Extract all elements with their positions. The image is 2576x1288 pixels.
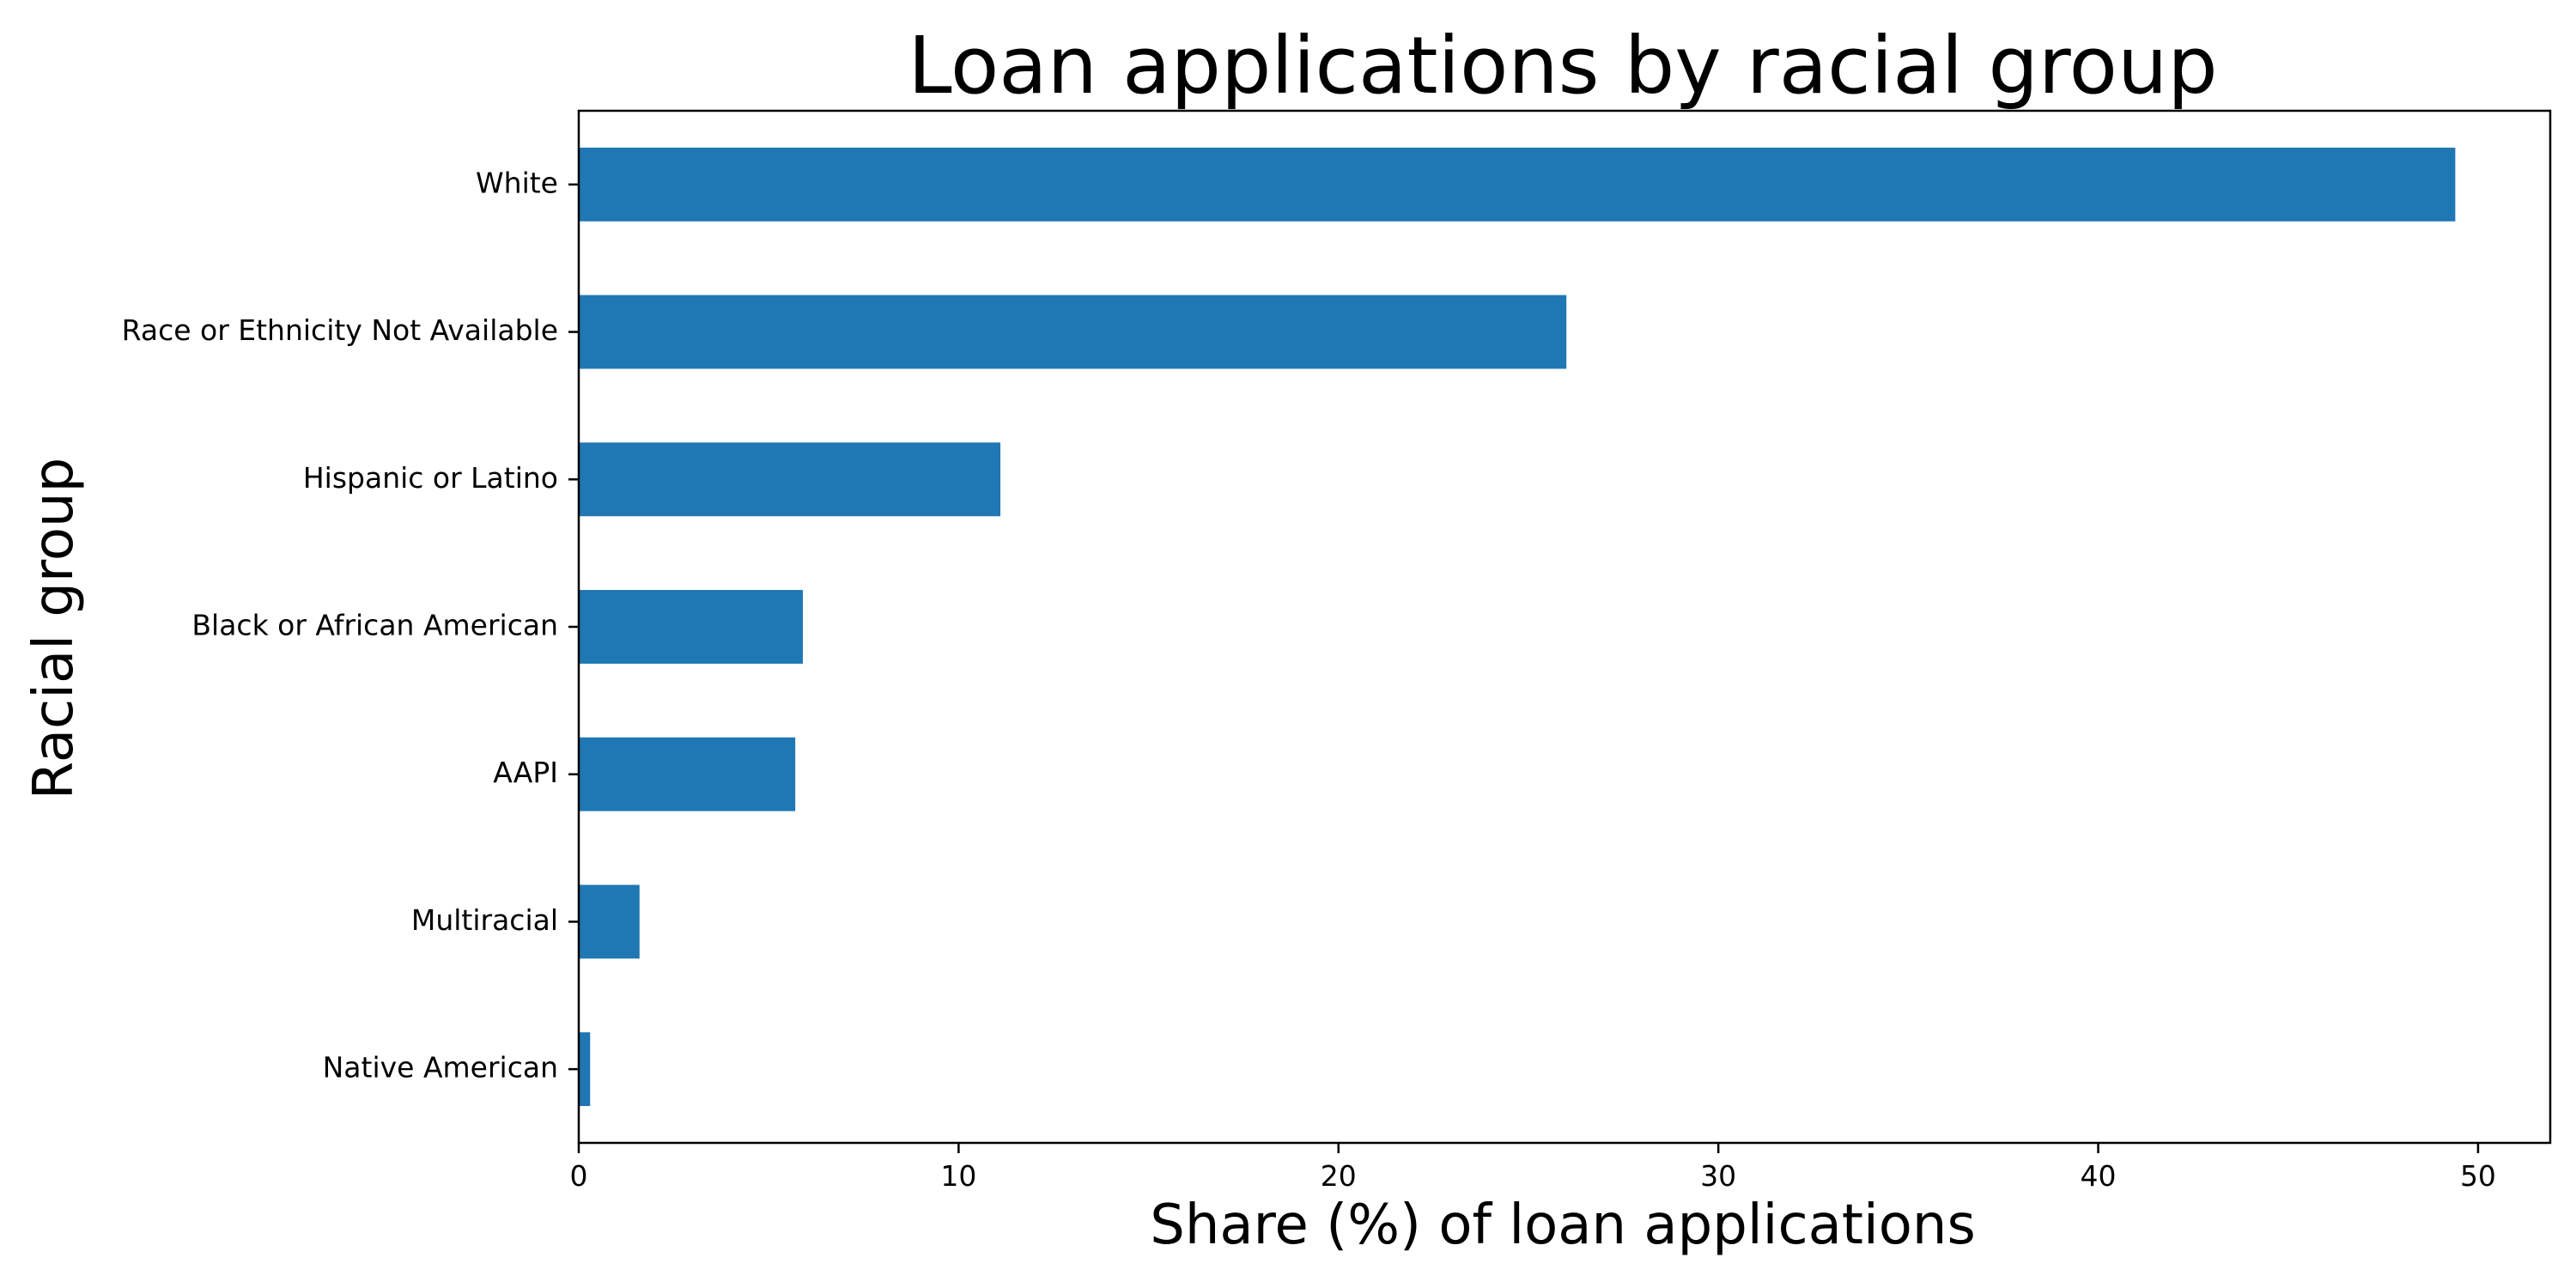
y-tick-label-4: AAPI xyxy=(493,756,558,789)
y-tick-label-3: Black or African American xyxy=(191,609,558,642)
y-axis-label: Racial group xyxy=(22,458,86,799)
bar-4 xyxy=(579,737,796,811)
x-tick-label-2: 20 xyxy=(1321,1159,1357,1193)
bar-0 xyxy=(579,147,2456,222)
y-tick-label-5: Multiracial xyxy=(411,903,558,937)
x-axis-label: Share (%) of loan applications xyxy=(1150,1194,1976,1257)
bars-group xyxy=(579,147,2456,1107)
bar-6 xyxy=(579,1032,591,1107)
x-tick-label-3: 30 xyxy=(1700,1159,1736,1193)
x-axis-ticks: 0 10 20 30 40 50 xyxy=(570,1143,2496,1193)
y-tick-label-0: White xyxy=(476,166,558,199)
y-tick-label-2: Hispanic or Latino xyxy=(303,461,558,495)
x-tick-label-1: 10 xyxy=(940,1159,976,1193)
chart-title: Loan applications by racial group xyxy=(908,20,2217,112)
y-axis-ticks: White Race or Ethnicity Not Available Hisp… xyxy=(122,166,579,1084)
plot-frame xyxy=(577,109,2552,1145)
y-tick-label-1: Race or Ethnicity Not Available xyxy=(122,313,558,347)
x-tick-label-0: 0 xyxy=(570,1159,588,1193)
x-tick-label-4: 40 xyxy=(2081,1159,2117,1193)
bar-3 xyxy=(579,590,804,664)
bar-2 xyxy=(579,442,1001,517)
y-tick-label-6: Native American xyxy=(323,1051,558,1084)
x-tick-label-5: 50 xyxy=(2460,1159,2496,1193)
bar-1 xyxy=(579,295,1567,369)
bar-5 xyxy=(579,884,640,959)
